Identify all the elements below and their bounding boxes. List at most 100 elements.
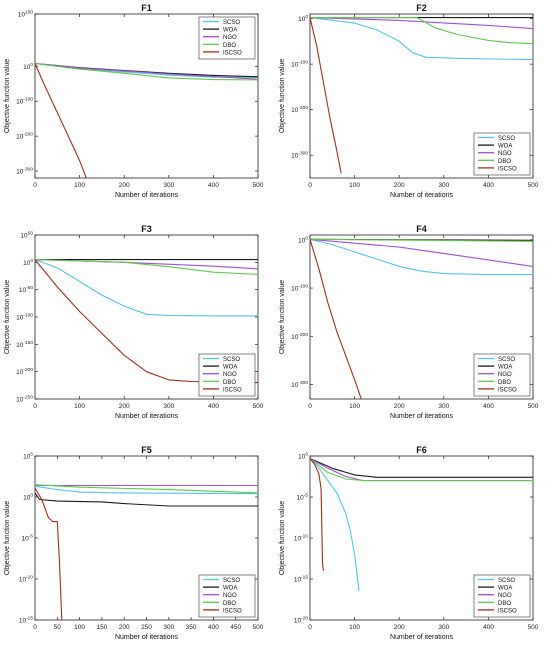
series-group (35, 62, 258, 178)
legend-label-woa: WOA (223, 586, 237, 592)
x-tick-label: 100 (74, 403, 85, 410)
series-line-ngo (310, 238, 533, 267)
y-tick-label: 10-5 (22, 534, 34, 543)
x-tick-label: 500 (253, 624, 264, 631)
y-tick-label: 1050 (20, 231, 33, 240)
y-tick-label: 10-150 (16, 340, 33, 349)
legend-label-iscso: ISCSO (223, 50, 242, 56)
series-line-iscso (35, 259, 258, 384)
x-axis-label: Number of iterations (390, 413, 454, 420)
legend-label-iscso: ISCSO (223, 387, 242, 393)
x-tick-label: 0 (33, 182, 37, 189)
legend-label-iscso: ISCSO (498, 608, 517, 614)
legend-label-dbo: DBO (223, 601, 236, 607)
y-tick-label: 100 (298, 235, 308, 244)
legend-label-scso: SCSO (498, 136, 515, 142)
series-line-scso (310, 458, 360, 592)
series-line-dbo (310, 17, 533, 45)
plot-frame (309, 13, 534, 179)
legend-label-dbo: DBO (223, 43, 236, 49)
x-tick-label: 0 (308, 182, 312, 189)
x-tick-label: 0 (308, 624, 312, 631)
x-tick-label: 200 (394, 624, 405, 631)
y-tick-label: 100 (23, 493, 33, 502)
series-line-iscso (35, 487, 63, 620)
series-line-dbo (310, 238, 533, 242)
chart-f3: F3 0 100 200 300 400 500 1050 100 10-50 10-100 10-1… (4, 224, 264, 420)
plot-frame (309, 234, 534, 400)
series-line-iscso (310, 239, 362, 399)
y-tick-label: 10-200 (16, 132, 33, 141)
y-tick-label: 10-10 (19, 575, 33, 584)
y-tick-label: 10-200 (291, 105, 308, 114)
x-tick-label: 500 (528, 624, 539, 631)
series-line-woa (35, 62, 258, 78)
series-group (310, 457, 533, 592)
y-tick-label: 10-15 (19, 616, 33, 625)
plot-frame (34, 13, 259, 179)
x-tick-label: 500 (253, 182, 264, 189)
legend-label-scso: SCSO (223, 578, 240, 584)
x-axis-label: Number of iterations (115, 192, 179, 199)
y-tick-label: 105 (23, 452, 33, 461)
series-line-ngo (310, 17, 533, 30)
series-line-dbo (35, 484, 258, 494)
x-tick-label: 100 (74, 624, 85, 631)
series-line-iscso (310, 17, 342, 174)
legend-label-dbo: DBO (223, 380, 236, 386)
x-tick-label: 300 (438, 182, 449, 189)
x-tick-label: 500 (528, 182, 539, 189)
legend-label-ngo: NGO (498, 151, 512, 157)
legend-label-scso: SCSO (223, 20, 240, 26)
x-tick-label: 250 (141, 624, 152, 631)
series-line-woa (35, 492, 258, 507)
y-tick-label: 10-50 (19, 285, 33, 294)
y-tick-label: 10-200 (291, 332, 308, 341)
series-line-scso (310, 238, 533, 276)
legend-label-woa: WOA (498, 586, 512, 592)
series-group (35, 484, 258, 620)
legend-label-ngo: NGO (498, 593, 512, 599)
x-tick-label: 300 (163, 182, 174, 189)
x-tick-label: 300 (163, 403, 174, 410)
y-tick-label: 10-100 (291, 284, 308, 293)
x-tick-label: 0 (33, 403, 37, 410)
y-tick-label: 10-300 (291, 380, 308, 389)
x-tick-label: 400 (208, 624, 219, 631)
legend-label-ngo: NGO (223, 372, 237, 378)
legend-label-woa: WOA (498, 144, 512, 150)
legend-label-woa: WOA (223, 28, 237, 34)
y-tick-label: 100 (298, 14, 308, 23)
legend-label-iscso: ISCSO (498, 387, 517, 393)
x-tick-label: 400 (483, 182, 494, 189)
x-tick-label: 400 (483, 403, 494, 410)
chart-f6: F6 0 100 200 300 400 500 100 10-5 10-10 10-15 10-20… (279, 445, 539, 641)
x-tick-label: 100 (349, 403, 360, 410)
chart-title: F3 (141, 224, 152, 234)
legend-label-scso: SCSO (498, 357, 515, 363)
x-tick-label: 0 (33, 624, 37, 631)
legend-label-scso: SCSO (223, 357, 240, 363)
y-axis-label: Objective function value (279, 501, 286, 575)
series-line-dbo (35, 62, 258, 81)
x-tick-label: 100 (349, 182, 360, 189)
x-axis-label: Number of iterations (115, 634, 179, 641)
y-tick-label: 10-250 (16, 395, 33, 404)
x-tick-label: 200 (394, 182, 405, 189)
x-axis-label: Number of iterations (115, 413, 179, 420)
chart-title: F6 (416, 445, 427, 455)
x-tick-label: 200 (119, 182, 130, 189)
x-tick-label: 200 (394, 403, 405, 410)
y-axis-label: Objective function value (279, 59, 286, 133)
y-axis-label: Objective function value (4, 280, 11, 354)
x-tick-label: 400 (483, 624, 494, 631)
chart-title: F4 (416, 224, 427, 234)
y-tick-label: 10-100 (16, 97, 33, 106)
series-line-dbo (35, 259, 258, 275)
